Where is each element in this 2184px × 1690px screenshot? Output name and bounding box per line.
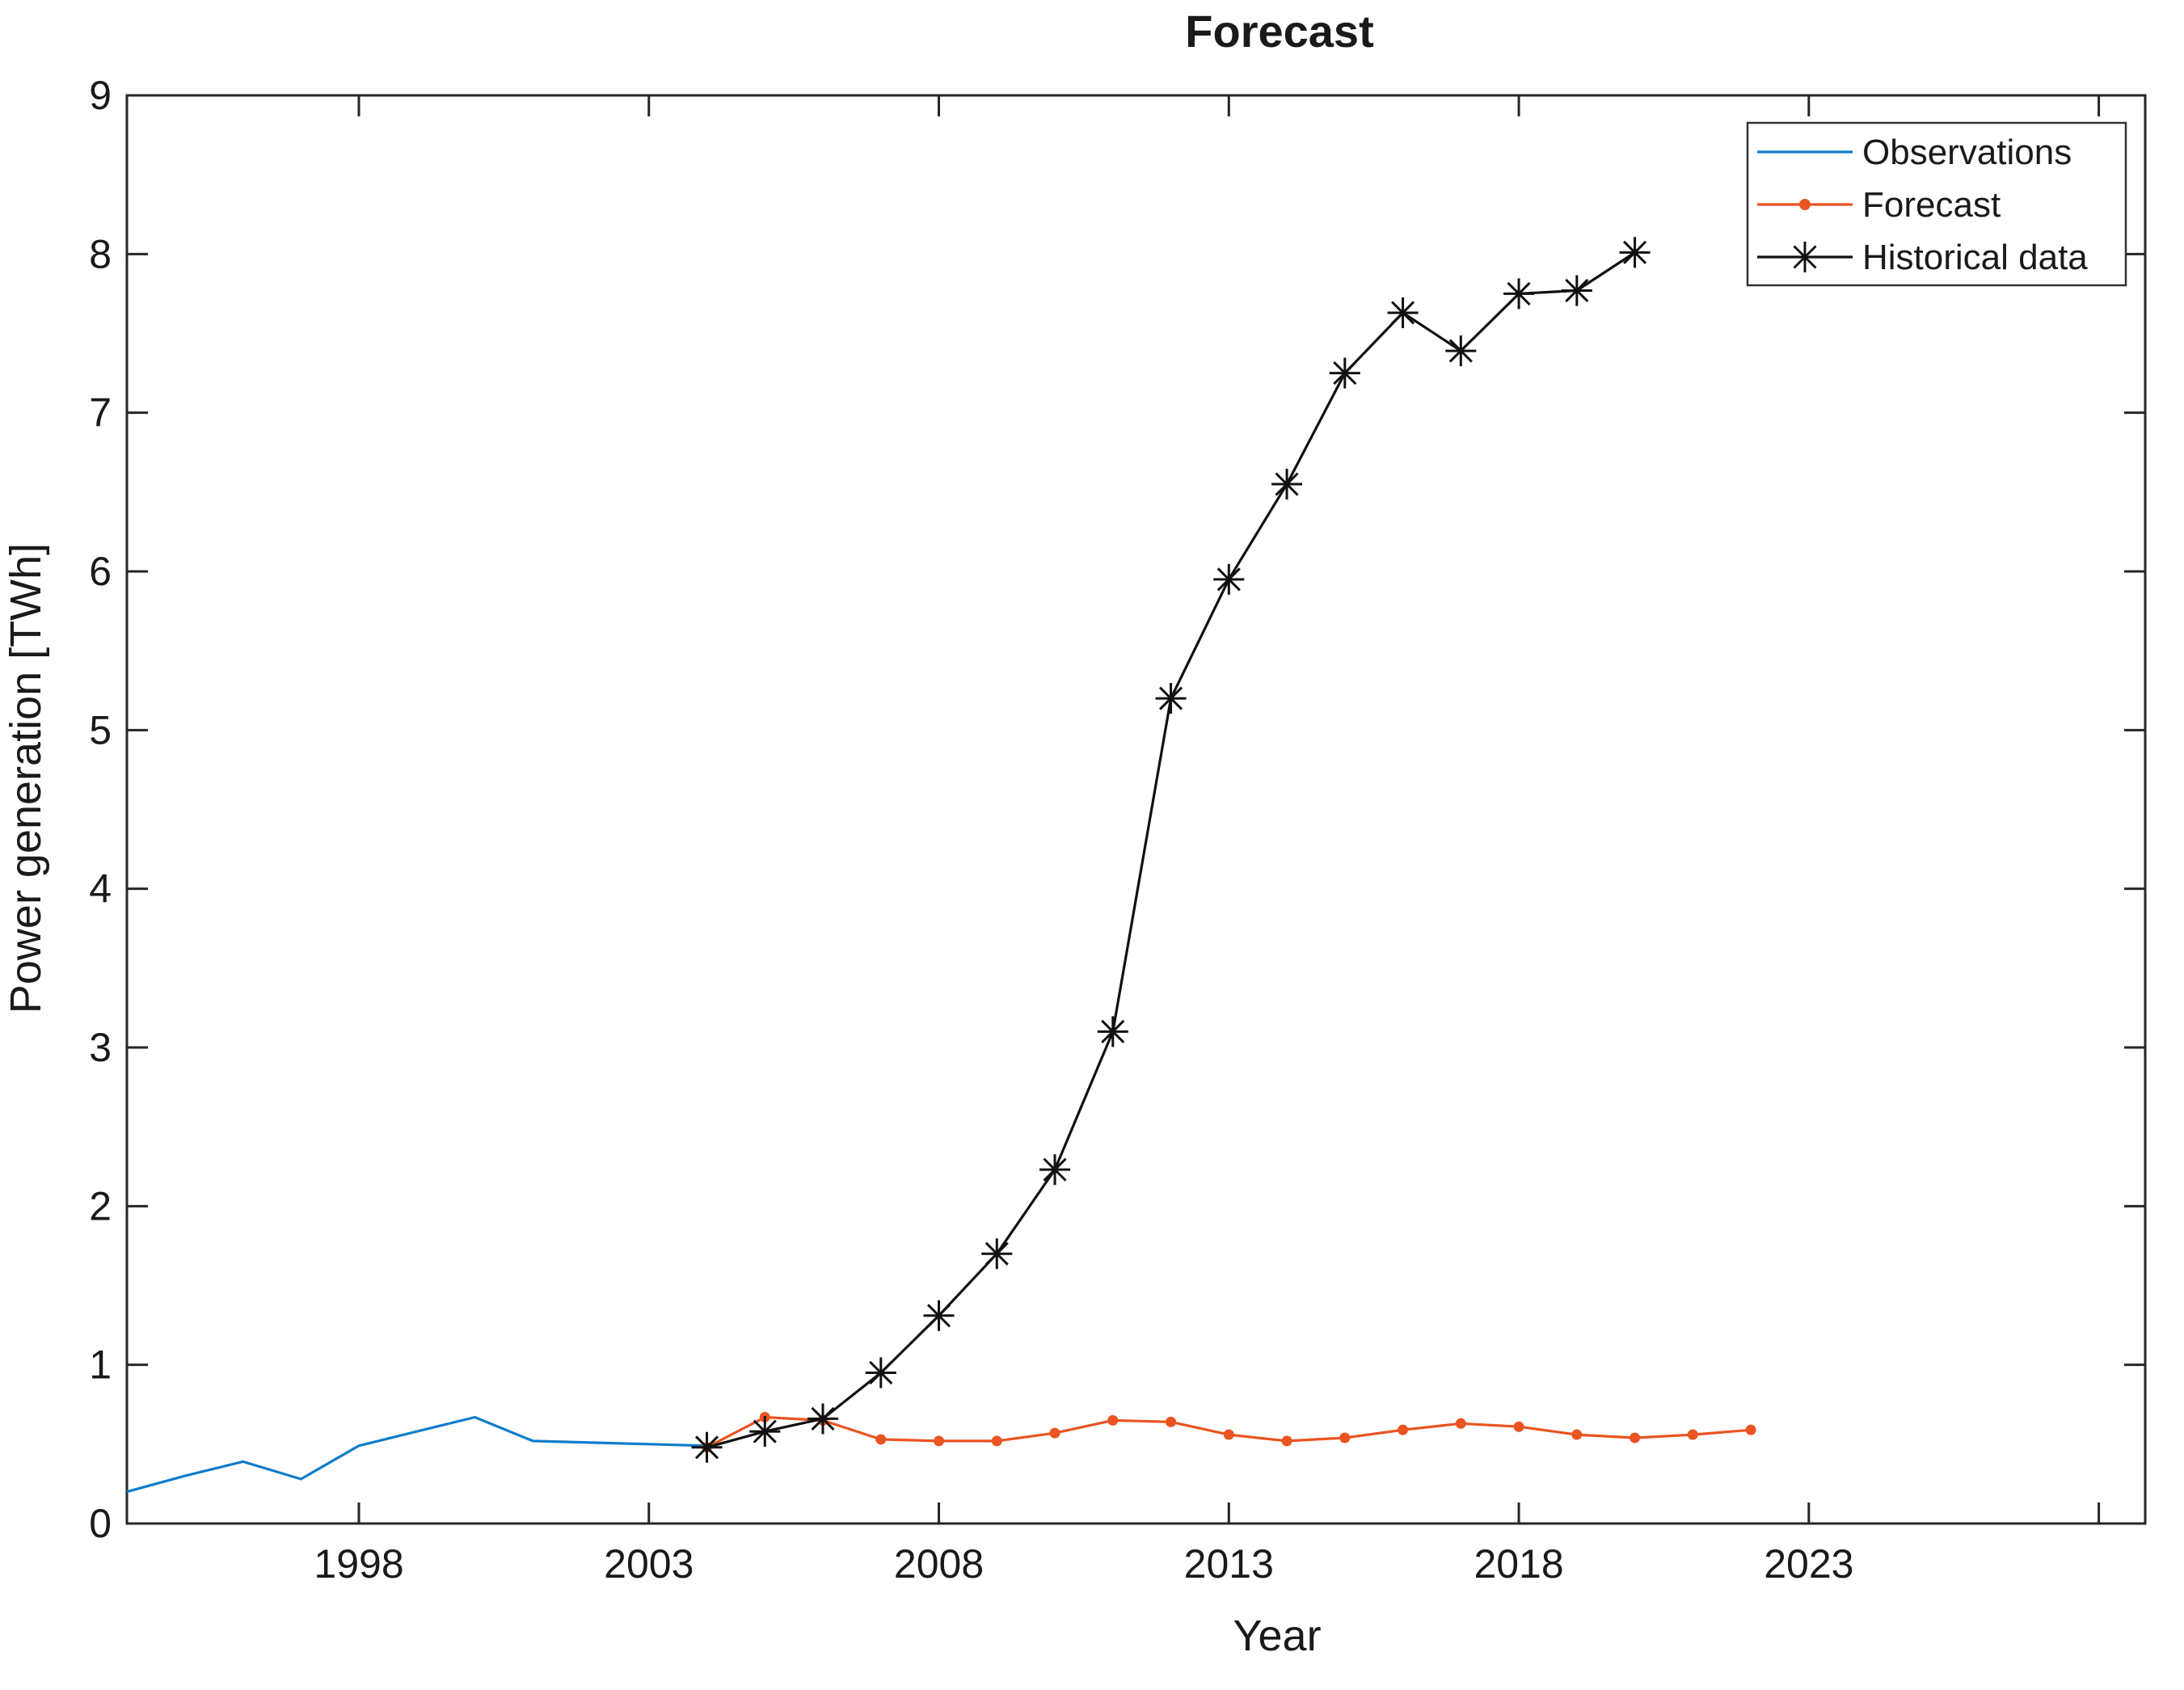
- dot-marker: [1398, 1424, 1409, 1435]
- asterisk-marker: [1619, 237, 1651, 268]
- plot-area: 1998 2003 2008 2013 2018 2023 0 1 2 3 4 5 6 7 8 9: [89, 73, 2147, 1587]
- dot-marker: [1455, 1418, 1466, 1429]
- asterisk-marker: [1387, 297, 1419, 328]
- asterisk-marker: [691, 1431, 723, 1463]
- y-axis-label: Power generation [TWh]: [2, 543, 50, 1014]
- asterisk-marker: [1445, 335, 1477, 367]
- y-tick-label: 7: [89, 390, 112, 436]
- x-tick-label: 1998: [314, 1541, 403, 1587]
- asterisk-marker: [1271, 469, 1303, 500]
- legend-entry-label: Forecast: [1862, 185, 2001, 225]
- asterisk-marker: [981, 1238, 1013, 1270]
- dot-marker: [875, 1434, 887, 1445]
- asterisk-marker: [1155, 683, 1187, 714]
- legend-entry-label: Observations: [1862, 133, 2072, 172]
- chart-title: Forecast: [1185, 6, 1373, 57]
- y-tick-label: 2: [89, 1183, 112, 1229]
- dot-marker: [1571, 1429, 1583, 1440]
- x-tick-label: 2013: [1184, 1541, 1274, 1587]
- dot-marker: [1513, 1421, 1524, 1432]
- y-tick-label: 8: [89, 231, 112, 276]
- y-tick-label: 5: [89, 707, 112, 752]
- y-tick-label: 1: [89, 1342, 112, 1388]
- asterisk-marker: [1213, 563, 1245, 595]
- dot-marker: [1281, 1435, 1292, 1447]
- dot-marker: [934, 1435, 945, 1447]
- axes-box: [125, 94, 2147, 1525]
- asterisk-marker: [923, 1300, 955, 1331]
- asterisk-marker: [1561, 275, 1592, 306]
- asterisk-marker: [865, 1357, 896, 1389]
- y-tick-label: 3: [89, 1025, 112, 1070]
- asterisk-marker: [749, 1416, 781, 1448]
- asterisk-marker: [1790, 242, 1820, 272]
- series-historical-data: [706, 251, 1636, 1449]
- series-observations: [126, 1415, 707, 1494]
- dot-marker: [1630, 1432, 1641, 1443]
- y-tick-label: 9: [89, 73, 112, 118]
- y-tick-label: 4: [89, 866, 112, 912]
- x-tick-label: 2008: [894, 1541, 984, 1587]
- dot-marker: [1687, 1429, 1698, 1440]
- x-tick-label: 2023: [1764, 1541, 1853, 1587]
- x-axis-label: Year: [1233, 1612, 1321, 1660]
- x-tick-label: 2018: [1474, 1541, 1563, 1587]
- legend-entry: Historical data: [1757, 238, 2088, 277]
- dot-marker: [1745, 1424, 1756, 1435]
- legend: Observations Forecast Historical data: [1746, 121, 2127, 287]
- y-tick-label: 6: [89, 549, 112, 594]
- legend-entry: Observations: [1757, 133, 2072, 172]
- dot-marker: [1339, 1432, 1351, 1443]
- legend-entry: Forecast: [1757, 185, 2001, 225]
- dot-marker: [1223, 1429, 1234, 1440]
- x-tick-label: 2003: [604, 1541, 694, 1587]
- y-tick-label: 0: [89, 1501, 112, 1546]
- dot-marker: [1166, 1416, 1177, 1427]
- asterisk-marker: [1329, 357, 1360, 389]
- asterisk-marker: [1039, 1154, 1071, 1186]
- dot-marker: [1049, 1427, 1060, 1439]
- asterisk-marker: [807, 1403, 839, 1435]
- dot-marker: [991, 1435, 1002, 1447]
- dot-marker: [1799, 199, 1811, 210]
- dot-marker: [1107, 1414, 1119, 1426]
- asterisk-marker: [1097, 1016, 1128, 1047]
- asterisk-marker: [1503, 278, 1535, 310]
- legend-entry-label: Historical data: [1862, 238, 2088, 277]
